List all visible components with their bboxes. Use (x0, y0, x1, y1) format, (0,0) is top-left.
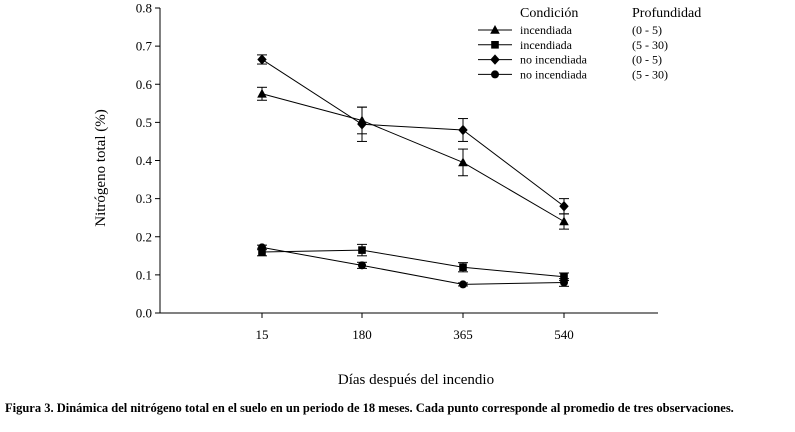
y-tick-label: 0.2 (136, 229, 152, 244)
square-marker (491, 41, 499, 49)
y-tick-label: 0.7 (136, 39, 153, 54)
x-tick-label: 365 (453, 327, 473, 342)
y-tick-label: 0.3 (136, 191, 152, 206)
series-triangle (257, 86, 569, 230)
x-tick-label: 540 (554, 327, 574, 342)
legend-depth: (5 - 30) (632, 38, 668, 52)
square-marker (258, 248, 266, 256)
diamond-marker (458, 124, 468, 136)
x-axis-ticks: 15 180 365 540 (256, 313, 574, 342)
y-tick-label: 0.6 (136, 77, 153, 92)
circle-marker (459, 280, 467, 289)
series-line (261, 246, 565, 285)
y-axis-ticks: 0.0 0.1 0.2 0.3 0.4 0.5 0.6 0.7 0.8 (136, 1, 160, 321)
series-line (261, 93, 565, 222)
circle-marker (560, 278, 568, 287)
legend-condition: incendiada (520, 23, 573, 37)
figure-caption: Figura 3. Dinámica del nitrógeno total e… (5, 401, 734, 415)
y-tick-label: 0.4 (136, 153, 153, 168)
triangle-marker (490, 25, 500, 34)
circle-marker (491, 70, 499, 79)
legend-condition: no incendiada (520, 53, 588, 67)
legend-item: incendiada (5 - 30) (478, 38, 668, 52)
series-line (261, 59, 565, 207)
nitrogen-chart: 0.00.10.20.30.40.50.60.70.8 15 180 365 540 … (93, 1, 701, 389)
triangle-marker (257, 88, 267, 98)
y-tick-label: 0.8 (136, 1, 152, 16)
y-tick-label: 0.0 (136, 306, 152, 321)
legend-item: no incendiada (0 - 5) (478, 53, 662, 67)
x-tick-label: 180 (352, 327, 372, 342)
square-marker (358, 246, 366, 254)
legend-depth: (5 - 30) (632, 67, 668, 81)
square-marker (459, 263, 467, 272)
x-axis-label: Días después del incendio (338, 372, 494, 388)
legend-header-depth: Profundidad (632, 6, 701, 21)
data-series (257, 54, 569, 289)
circle-marker (358, 261, 366, 270)
diamond-marker (559, 201, 569, 212)
legend: Condición Profundidad incendiada (0 - 5)i… (478, 6, 701, 81)
triangle-marker (458, 157, 468, 167)
legend-header-condition: Condición (520, 6, 578, 21)
diamond-marker (357, 119, 367, 130)
legend-item: no incendiada (5 - 30) (478, 67, 668, 81)
legend-depth: (0 - 5) (632, 23, 662, 37)
legend-condition: no incendiada (520, 67, 588, 81)
series-diamond (257, 54, 569, 215)
x-tick-label: 15 (256, 327, 269, 342)
triangle-marker (559, 216, 569, 226)
legend-condition: incendiada (520, 38, 573, 52)
y-tick-label: 0.1 (136, 267, 152, 282)
diamond-marker (490, 54, 500, 65)
series-circle (257, 243, 569, 289)
series-line (261, 249, 565, 278)
legend-depth: (0 - 5) (632, 53, 662, 67)
y-axis-label: Nitrógeno total (%) (93, 109, 109, 226)
diamond-marker (257, 54, 267, 65)
y-tick-label: 0.5 (136, 115, 152, 130)
square-marker (560, 272, 568, 281)
legend-item: incendiada (0 - 5) (478, 23, 662, 37)
circle-marker (258, 243, 266, 252)
